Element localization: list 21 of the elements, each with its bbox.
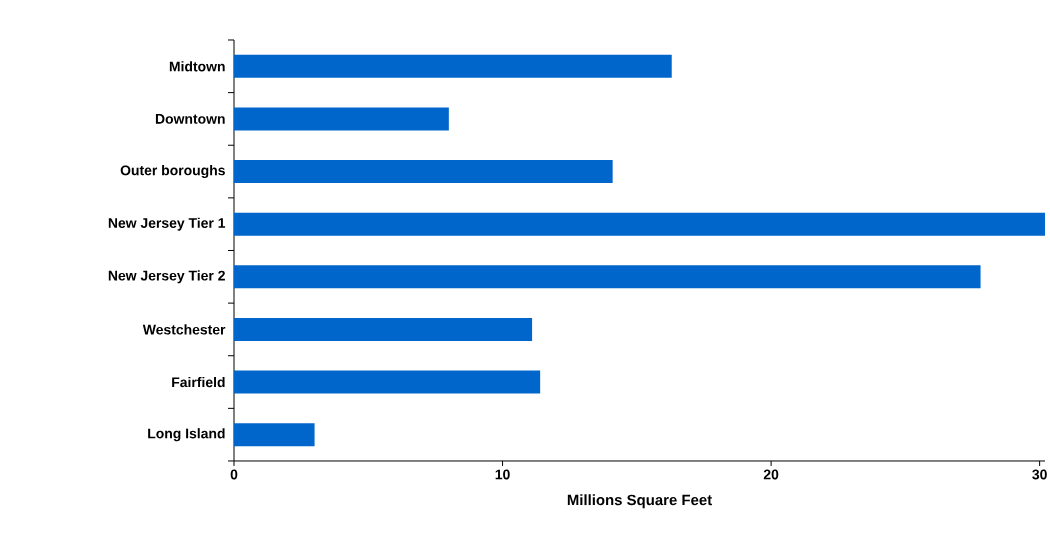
y-tick-label: New Jersey Tier 1 [108,217,226,231]
x-tick-label: 0 [230,469,238,480]
y-tick-label: Fairfield [172,376,225,388]
x-tick-label: 30 [1032,469,1047,480]
bar [234,54,672,78]
x-axis-title: Millions Square Feet [567,494,712,509]
bar [234,317,533,341]
y-tick-label: Midtown [169,61,225,72]
bar [234,423,315,447]
x-tick-label: 10 [495,469,510,480]
bar [234,107,449,131]
y-tick-label: Outer boroughs [120,165,225,179]
bar [234,160,613,184]
y-tick-label: Downtown [155,114,225,124]
bar [234,265,981,289]
y-tick-label: Westchester [142,324,226,335]
bar [234,370,541,394]
y-tick-label: New Jersey Tier 2 [108,270,225,284]
x-tick-label: 20 [763,469,779,480]
y-tick-label: Long Island [148,428,225,442]
bar [234,212,1046,236]
